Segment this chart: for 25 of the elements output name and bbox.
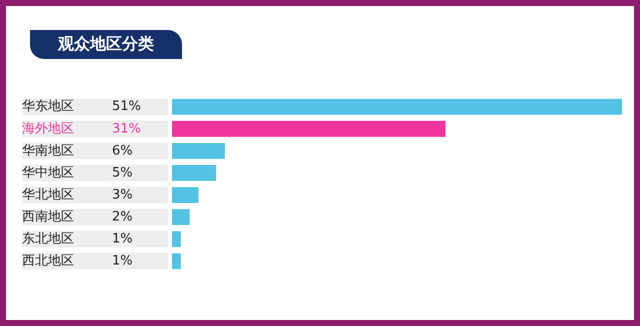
bar (172, 165, 216, 181)
bar (172, 209, 190, 226)
bar (172, 253, 181, 270)
data-label: 2% (112, 209, 133, 224)
bar (172, 142, 225, 159)
y-tick-label: 东北地区 (22, 232, 74, 246)
chart-title: 观众地区分类 (30, 30, 182, 59)
bar (172, 120, 446, 137)
data-label: 1% (112, 232, 133, 246)
bar (172, 231, 181, 248)
data-label: 6% (112, 143, 133, 158)
bar (172, 98, 622, 115)
data-label: 1% (112, 254, 133, 269)
data-label: 51% (112, 99, 141, 114)
y-tick-label: 华南地区 (22, 143, 74, 158)
bar (172, 187, 198, 203)
y-tick-label: 海外地区 (22, 121, 74, 136)
y-tick-label: 华东地区 (22, 99, 74, 114)
y-tick-label: 华中地区 (22, 165, 74, 180)
data-label: 31% (112, 121, 141, 136)
y-tick-label: 华北地区 (22, 187, 74, 202)
data-label: 3% (112, 187, 133, 202)
y-tick-label: 西南地区 (22, 209, 74, 224)
data-label: 5% (112, 165, 133, 180)
y-tick-label: 西北地区 (22, 254, 74, 269)
